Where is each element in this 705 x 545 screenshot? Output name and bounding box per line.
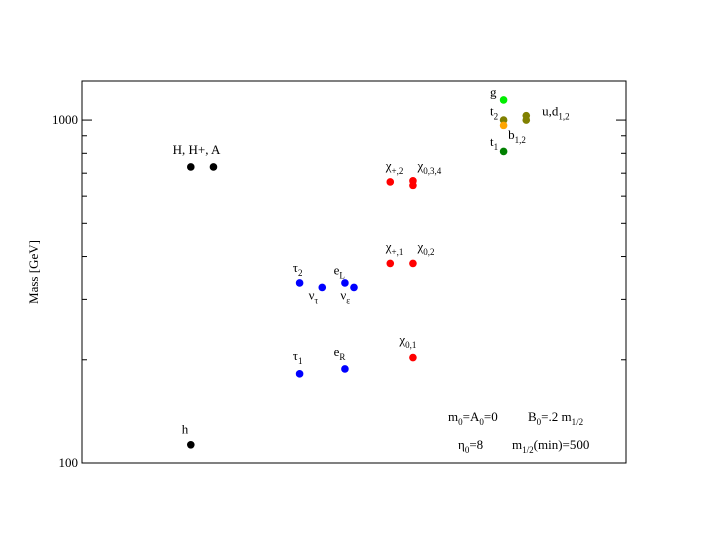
data-point <box>318 283 327 292</box>
data-point <box>499 116 508 124</box>
y-axis-ticks <box>82 119 626 464</box>
annotation-text: m0=A0=0 <box>448 409 498 427</box>
data-point <box>341 279 349 287</box>
point-label: νε <box>340 287 350 305</box>
particle-labels: h H, H+, A τ1 τ2 ντ eR eL νε χ0,1 χ+,1 χ0,2 χ+,2 χ0,… <box>173 85 570 437</box>
point-label: χ0,3,4 <box>416 158 441 176</box>
data-point <box>409 353 417 362</box>
point-label: χ+,1 <box>385 239 404 257</box>
data-point <box>499 121 508 130</box>
point-label: eR <box>334 344 346 362</box>
annotation-text: B0=.2 m1/2 <box>528 409 583 427</box>
data-point <box>386 259 395 268</box>
data-point <box>187 440 195 449</box>
parameter-annotations: m0=A0=0 B0=.2 m1/2 η0=8 m1/2(min)=500 <box>448 409 589 455</box>
data-point <box>187 163 195 171</box>
point-label: χ+,2 <box>385 158 404 176</box>
data-point <box>409 259 417 268</box>
data-point <box>341 365 349 373</box>
point-label: H, H+, A <box>173 142 221 157</box>
point-label: τ1 <box>293 348 303 366</box>
point-label: τ2 <box>293 260 303 278</box>
point-label: b1,2 <box>508 127 526 145</box>
y-axis-tick-labels: 100 1000 <box>52 112 78 470</box>
y-axis-label: Mass [GeV] <box>26 240 41 304</box>
plot-frame <box>81 80 627 464</box>
point-label: ντ <box>309 287 319 305</box>
point-label: h <box>182 421 189 436</box>
point-label: t2 <box>490 104 498 122</box>
data-points <box>187 96 531 449</box>
data-point <box>386 178 395 186</box>
y-tick-label: 1000 <box>52 112 78 127</box>
point-label: χ0,2 <box>416 239 434 257</box>
data-point <box>499 147 508 156</box>
data-point <box>522 116 531 124</box>
annotation-text: η0=8 <box>458 437 483 455</box>
data-point <box>499 96 508 104</box>
data-point <box>209 163 218 171</box>
y-tick-label: 100 <box>59 455 79 470</box>
data-point <box>295 370 304 378</box>
point-label: g <box>490 85 497 100</box>
data-point <box>350 283 358 292</box>
data-point <box>295 279 304 287</box>
annotation-text: m1/2(min)=500 <box>512 437 589 455</box>
point-label: u,d1,2 <box>542 104 570 122</box>
point-label: eL <box>334 262 345 280</box>
point-label: t1 <box>490 134 498 152</box>
data-point <box>409 181 417 190</box>
point-label: χ0,1 <box>398 332 416 350</box>
